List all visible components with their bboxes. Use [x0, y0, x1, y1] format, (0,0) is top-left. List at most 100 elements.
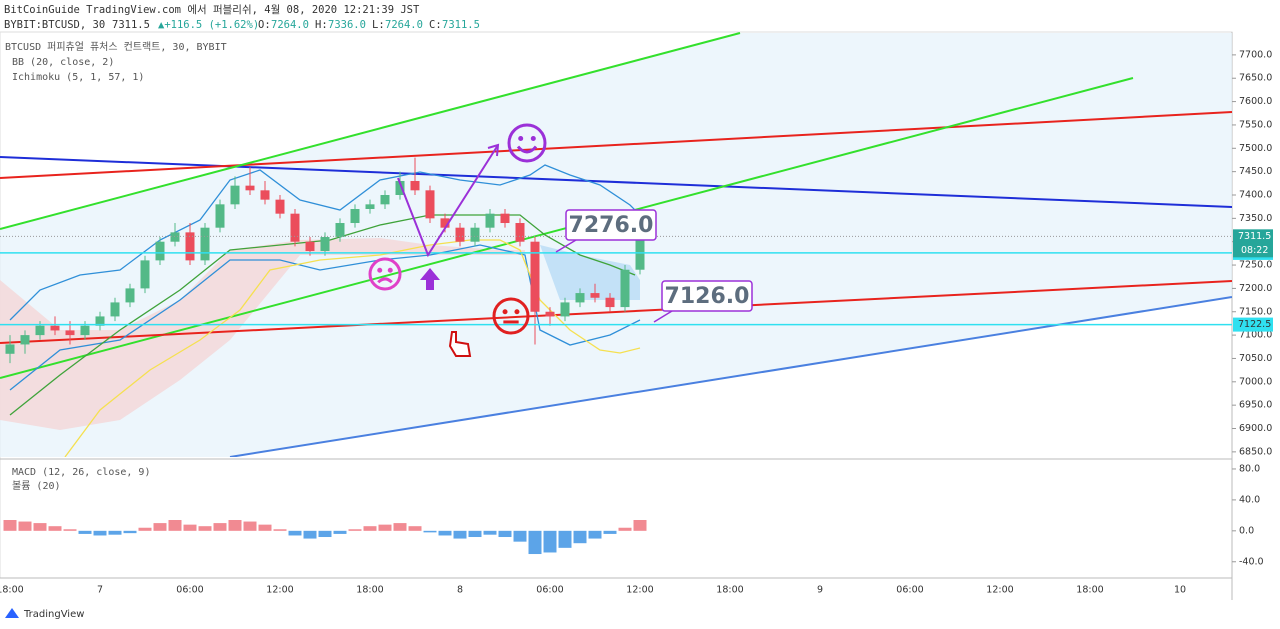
macd-bar — [33, 523, 47, 531]
level-tag-label: 7122.5 — [1238, 319, 1271, 330]
hand-icon — [448, 331, 472, 357]
channel-fill — [0, 33, 1232, 457]
x-tick-label: 06:00 — [536, 585, 563, 596]
trend-line — [0, 280, 1232, 344]
macd-bar — [63, 529, 77, 531]
y-tick-label: 7450.0 — [1239, 166, 1272, 177]
x-tick-label: 18:00 — [356, 585, 383, 596]
legend-1: BB (20, close, 2) — [12, 57, 114, 68]
callout-box — [565, 209, 657, 241]
y-tick-label: 7100.0 — [1239, 330, 1272, 341]
candle-body — [470, 227, 480, 242]
y-tick-label: 7600.0 — [1239, 96, 1272, 107]
macd-bar — [618, 527, 632, 531]
macd-bar — [228, 520, 242, 531]
callout-label: 7126.0 — [665, 284, 750, 309]
x-tick-label: 06:00 — [176, 585, 203, 596]
macd-bar — [543, 530, 557, 553]
ohlc-value: 7264.0 — [271, 19, 309, 31]
volume-legend: 볼륨 (20) — [12, 480, 61, 492]
macd-bar — [318, 530, 332, 538]
y-tick-label: 7350.0 — [1239, 213, 1272, 224]
macd-bar — [498, 530, 512, 538]
macd-bar — [558, 530, 572, 548]
y-tick-label: 7500.0 — [1239, 143, 1272, 154]
trend-line — [0, 32, 741, 230]
macd-tick-label: -40.0 — [1239, 556, 1264, 567]
x-tick-label: 18:00 — [0, 585, 24, 596]
x-tick-label: 8 — [457, 585, 463, 596]
cloud-fill — [540, 245, 640, 300]
candle-body — [335, 223, 345, 238]
macd-bar — [378, 524, 392, 531]
logo: TradingView — [5, 608, 84, 620]
macd-bar — [483, 530, 497, 535]
y-tick-label: 6850.0 — [1239, 446, 1272, 457]
macd-bar — [243, 521, 257, 531]
y-tick-label: 7000.0 — [1239, 376, 1272, 387]
x-tick-label: 12:00 — [986, 585, 1013, 596]
candle-body — [65, 330, 75, 336]
macd-bar — [288, 530, 302, 536]
eye — [530, 136, 536, 141]
ohlc-label: L: — [372, 19, 385, 31]
candle-body — [290, 213, 300, 242]
level-tag — [1233, 317, 1273, 332]
ohlc-label: C: — [429, 19, 442, 31]
bb-upper — [9, 164, 646, 321]
candle-body — [215, 204, 225, 228]
legend-0: BTCUSD 퍼피츄얼 퓨처스 컨트랙트, 30, BYBIT — [5, 41, 227, 53]
candle-body — [80, 325, 90, 336]
candle-body — [230, 185, 240, 205]
x-tick-label: 7 — [97, 585, 103, 596]
candle-body — [620, 269, 630, 308]
callout-pointer — [653, 310, 673, 323]
candle-body — [50, 325, 60, 331]
candle-body — [305, 241, 315, 252]
y-tick-label: 7050.0 — [1239, 353, 1272, 364]
candle-body — [485, 213, 495, 228]
candle-body — [500, 213, 510, 224]
macd-bar — [18, 521, 32, 531]
macd-bar — [258, 524, 272, 531]
last-price: 7311.5 — [112, 19, 150, 31]
candle-body — [605, 297, 615, 308]
candle-body — [125, 288, 135, 303]
candle-body — [350, 209, 360, 224]
last-tag-label: 7311.5 — [1238, 231, 1271, 242]
macd-bar — [108, 530, 122, 535]
up-arrow — [420, 268, 440, 290]
macd-tick-label: 40.0 — [1239, 494, 1260, 505]
x-tick-label: 12:00 — [266, 585, 293, 596]
y-tick-label: 7400.0 — [1239, 189, 1272, 200]
macd-legend: MACD (12, 26, close, 9) — [12, 467, 150, 478]
candle-body — [170, 232, 180, 242]
footer: TradingView — [23, 609, 84, 620]
candle-body — [275, 199, 285, 214]
candle-body — [35, 325, 45, 336]
candle-body — [440, 218, 450, 228]
macd-bar — [513, 530, 527, 542]
candle-body — [185, 232, 195, 261]
callout-label: 7276.0 — [569, 213, 654, 238]
callout-box — [661, 280, 753, 312]
arrow — [397, 144, 499, 258]
macd-bar — [573, 530, 587, 544]
change: ▲+116.5 (+1.62%) — [158, 19, 259, 31]
trend-line — [0, 156, 1232, 208]
macd-bar — [333, 530, 347, 534]
candle-body — [365, 204, 375, 210]
ichimoku-cloud — [0, 238, 525, 430]
macd-bar — [348, 529, 362, 531]
macd-bar — [93, 530, 107, 536]
macd-tick-label: 80.0 — [1239, 463, 1260, 474]
eye — [502, 309, 508, 315]
last-tag — [1233, 229, 1273, 258]
candle-body — [140, 260, 150, 289]
y-tick-label: 7650.0 — [1239, 73, 1272, 84]
ohlc-value: 7311.5 — [442, 19, 480, 31]
trend-line — [229, 296, 1232, 457]
y-tick-label: 7250.0 — [1239, 260, 1272, 271]
logo-icon — [5, 608, 19, 618]
macd-bar — [633, 520, 647, 531]
